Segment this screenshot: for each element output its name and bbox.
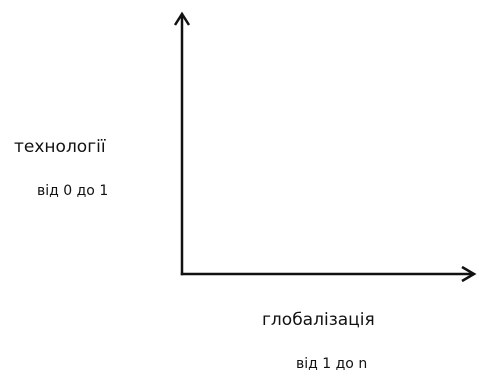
y-axis-range: від 0 до 1 bbox=[37, 183, 109, 199]
x-axis-range: від 1 до n bbox=[296, 356, 368, 372]
y-axis-arrow-icon bbox=[173, 11, 191, 26]
x-axis-arrow-icon bbox=[461, 265, 477, 283]
y-axis-title: технології bbox=[14, 137, 106, 157]
x-axis-title: глобалізація bbox=[262, 310, 375, 330]
